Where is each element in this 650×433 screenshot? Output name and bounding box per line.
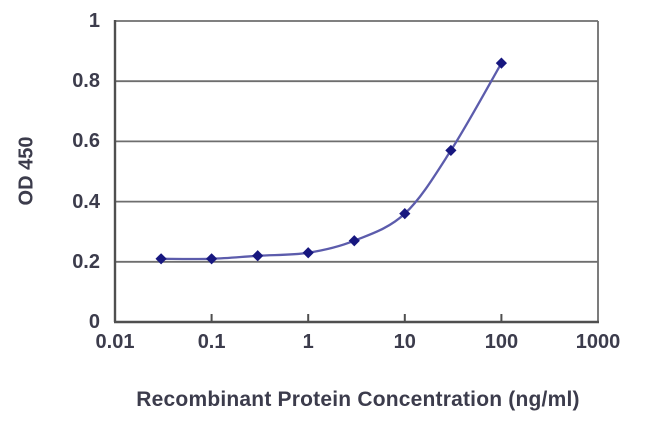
x-tick-label-0.1: 0.1 bbox=[197, 331, 226, 353]
x-axis-title: Recombinant Protein Concentration (ng/ml… bbox=[136, 388, 580, 411]
data-point-marker-0.1 bbox=[206, 253, 218, 265]
y-tick-label-0.2: 0.2 bbox=[72, 250, 100, 273]
y-axis-title: OD 450 bbox=[15, 136, 38, 206]
y-tick-label-0.8: 0.8 bbox=[72, 70, 100, 93]
y-tick-label-0.6: 0.6 bbox=[72, 130, 100, 153]
data-point-marker-30 bbox=[445, 144, 457, 157]
x-tick-label-1: 1 bbox=[302, 331, 314, 353]
x-tick-label-100: 100 bbox=[484, 331, 519, 353]
x-tick-label-1000: 1000 bbox=[575, 331, 621, 353]
y-tick-label-1: 1 bbox=[88, 10, 100, 32]
y-tick-label-0: 0 bbox=[88, 311, 100, 333]
data-point-marker-10 bbox=[399, 208, 411, 220]
data-point-marker-3 bbox=[348, 235, 360, 247]
x-tick-label-10: 10 bbox=[393, 331, 416, 353]
data-point-marker-100 bbox=[495, 57, 507, 69]
series-line bbox=[161, 62, 503, 261]
x-tick-label-0.01: 0.01 bbox=[95, 331, 135, 353]
data-point-marker-0.03 bbox=[155, 253, 167, 265]
data-point-marker-1 bbox=[302, 247, 314, 259]
data-point-marker-0.3 bbox=[252, 250, 264, 262]
y-tick-label-0.4: 0.4 bbox=[72, 190, 100, 213]
